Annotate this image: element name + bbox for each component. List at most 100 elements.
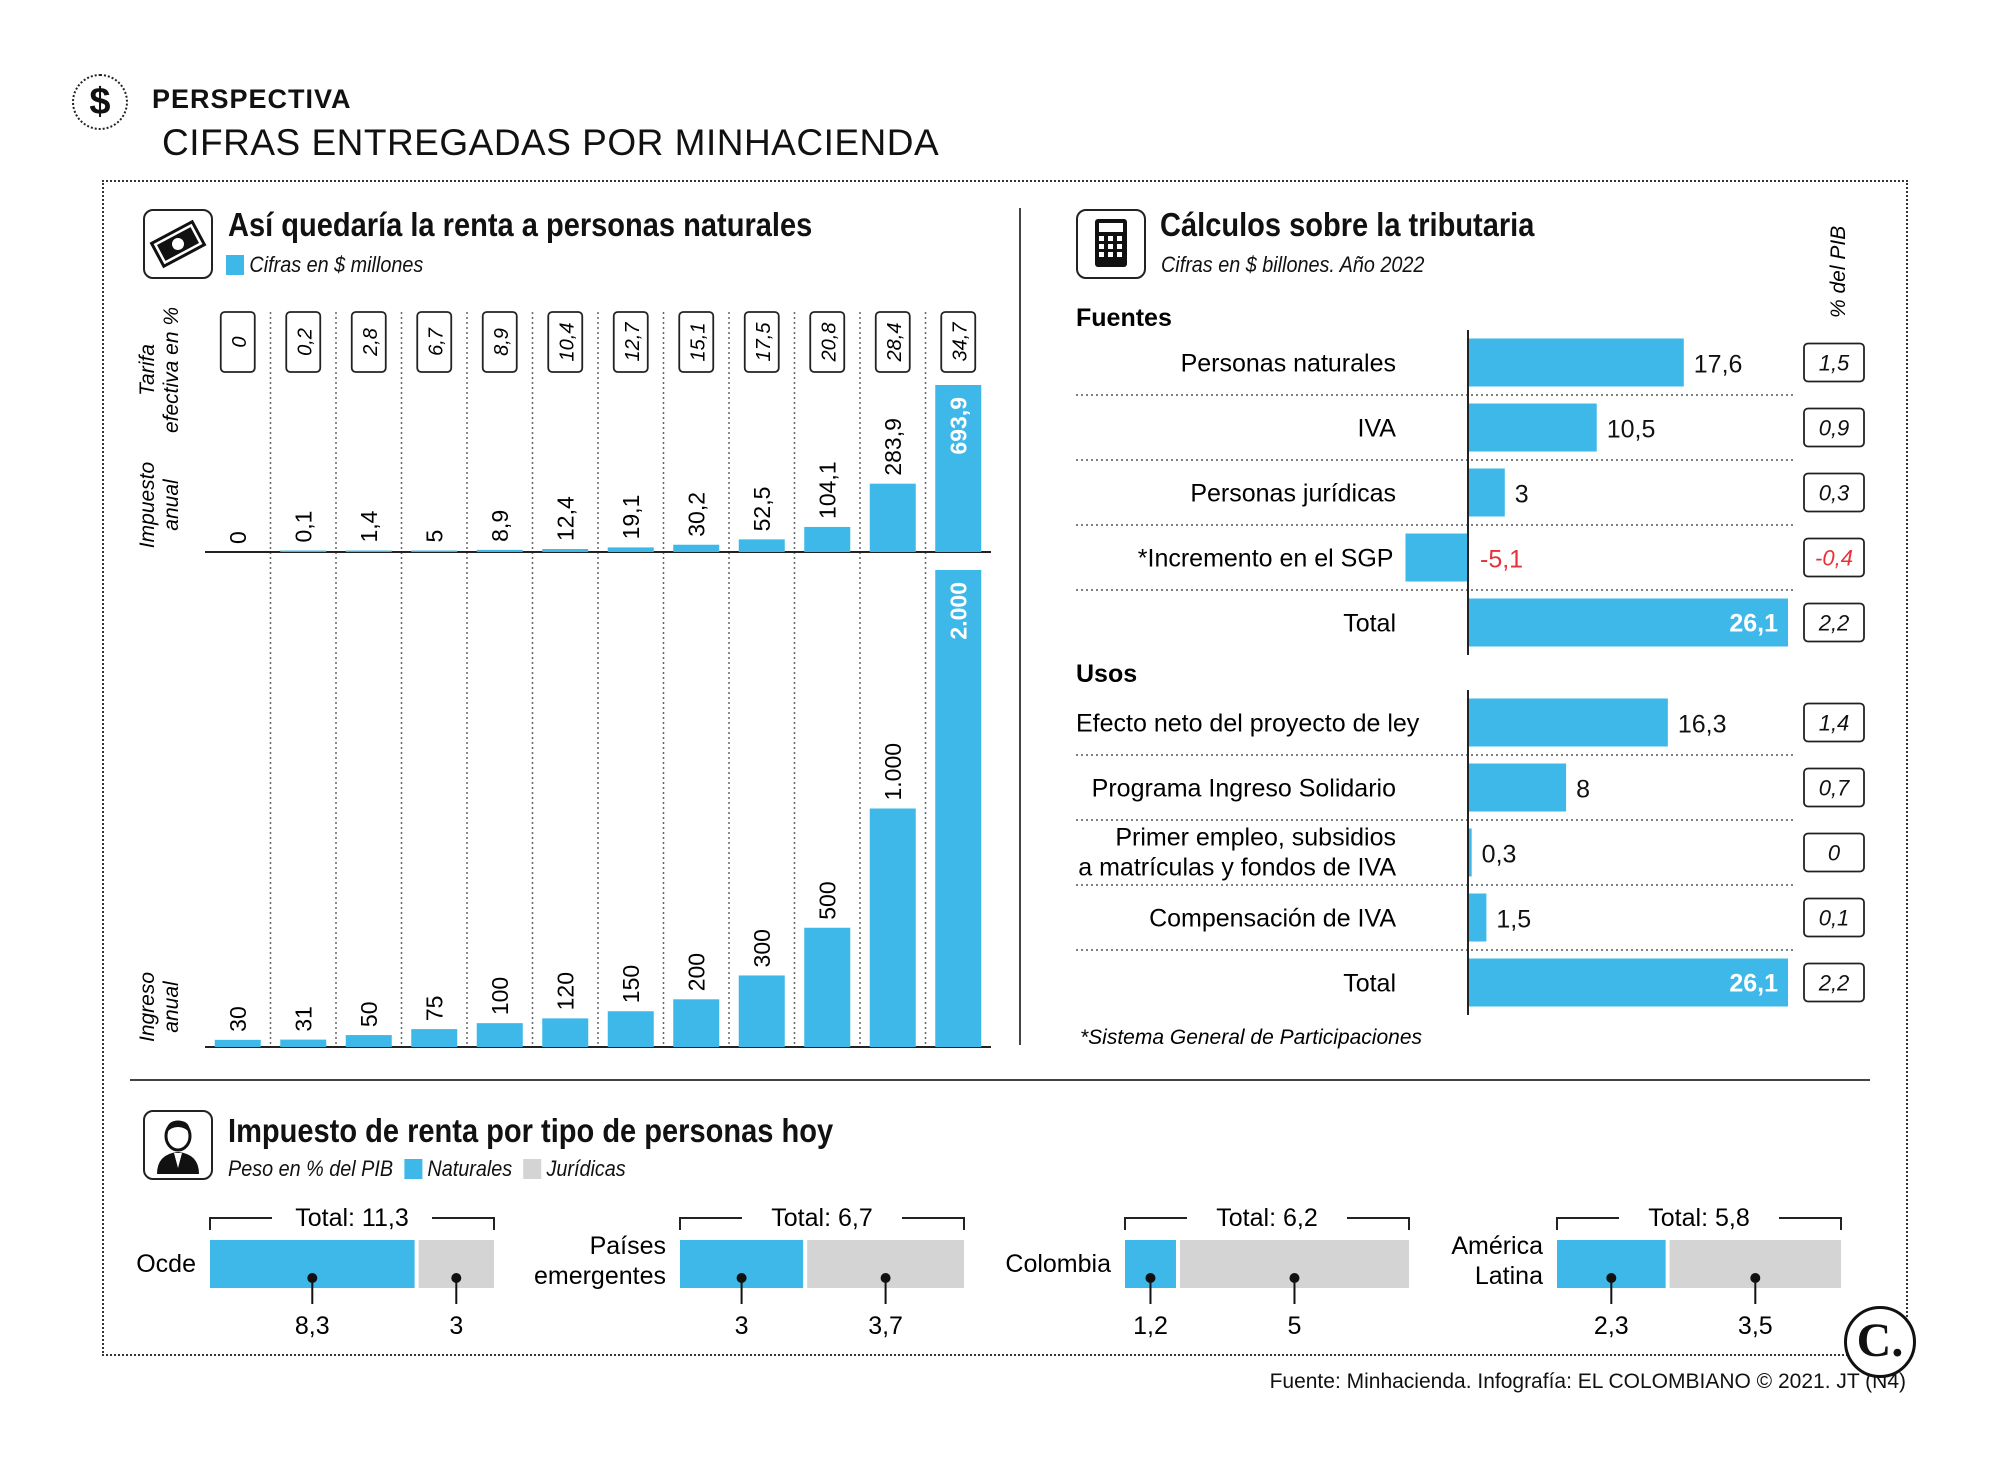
tarifa-label: 2,8 bbox=[360, 328, 382, 357]
tarifa-box bbox=[678, 311, 715, 373]
tarifa-label: 15,1 bbox=[687, 323, 709, 362]
pib-value: 1,5 bbox=[1819, 351, 1850, 376]
bottom-subtitle-text: Peso en % del PIB bbox=[228, 1156, 394, 1181]
pib-box bbox=[1803, 962, 1865, 1003]
tributaria-value: 10,5 bbox=[1607, 416, 1656, 444]
juridicas-value: 3,5 bbox=[1738, 1312, 1773, 1340]
ingreso-bar bbox=[607, 1011, 654, 1047]
ingreso-label: 2.000 bbox=[945, 582, 971, 640]
ingreso-bar bbox=[542, 1018, 589, 1047]
ingreso-bar bbox=[411, 1029, 458, 1047]
impuesto-bar bbox=[804, 526, 851, 552]
tarifa-box bbox=[809, 311, 846, 373]
tributaria-bar bbox=[1468, 598, 1788, 647]
pib-box bbox=[1803, 537, 1865, 578]
calculator-icon bbox=[1076, 209, 1146, 279]
tarifa-label: 8,9 bbox=[491, 328, 513, 356]
bottom-panel-title: Impuesto de renta por tipo de personas h… bbox=[228, 1112, 834, 1149]
impuesto-bar bbox=[869, 483, 916, 552]
impuesto-bar bbox=[476, 549, 523, 552]
total-label: Total: 11,3 bbox=[295, 1204, 409, 1232]
naturales-value: 2,3 bbox=[1594, 1312, 1629, 1340]
ingreso-bar bbox=[869, 808, 916, 1047]
impuesto-label: 52,5 bbox=[749, 487, 775, 532]
ingreso-bar bbox=[214, 1039, 261, 1047]
footnote: *Sistema General de Participaciones bbox=[1080, 1026, 1423, 1049]
pib-value: 0,3 bbox=[1819, 481, 1850, 506]
impuesto-bar bbox=[345, 550, 392, 552]
tributaria-value: 3 bbox=[1515, 481, 1529, 509]
pib-box bbox=[1803, 342, 1865, 383]
impuesto-bar bbox=[411, 550, 458, 552]
el-colombiano-logo: C. bbox=[1844, 1306, 1916, 1378]
ingreso-label: 500 bbox=[814, 881, 840, 919]
tributaria-category: Primer empleo, subsidios bbox=[1115, 824, 1396, 852]
header-kicker: PERSPECTIVA bbox=[152, 84, 352, 114]
pib-box bbox=[1803, 897, 1865, 938]
headline: CIFRAS ENTREGADAS POR MINHACIENDA bbox=[162, 122, 940, 163]
pib-value: 2,2 bbox=[1818, 611, 1850, 636]
tributaria-category: *Incremento en el SGP bbox=[1138, 545, 1394, 573]
group-name: Ocde bbox=[136, 1250, 196, 1278]
juridicas-value: 3 bbox=[449, 1312, 463, 1340]
tarifa-box bbox=[874, 311, 911, 373]
tarifa-label: 6,7 bbox=[425, 327, 447, 356]
tributaria-value: 8 bbox=[1576, 776, 1590, 804]
ingreso-label: 100 bbox=[487, 977, 513, 1015]
legend-swatch-naturales bbox=[404, 1159, 423, 1179]
group-name: emergentes bbox=[534, 1262, 666, 1290]
total-label-bg bbox=[1187, 1204, 1347, 1232]
total-label: Total: 6,2 bbox=[1216, 1204, 1317, 1232]
total-label-bg bbox=[742, 1204, 902, 1232]
bottom-chart: Total: 11,3 8,3 3 Ocde Total: 6,7 3 3,7 Paísese… bbox=[136, 1204, 1842, 1340]
impuesto-label: 693,9 bbox=[945, 397, 971, 455]
tributaria-value: 17,6 bbox=[1694, 351, 1743, 379]
content-frame bbox=[102, 180, 1908, 1356]
pib-header: % del PIB bbox=[1827, 226, 1850, 318]
pib-value: 0 bbox=[1828, 841, 1841, 866]
ingreso-label: 200 bbox=[683, 953, 709, 991]
impuesto-label: 0,1 bbox=[290, 511, 316, 543]
tributaria-category: Personas jurídicas bbox=[1190, 480, 1396, 508]
ingreso-bar bbox=[345, 1035, 392, 1047]
impuesto-bar bbox=[935, 385, 982, 552]
tarifa-box bbox=[285, 311, 322, 373]
impuesto-bar bbox=[607, 547, 654, 552]
left-panel-subtitle: Cifras en $ millones bbox=[226, 252, 423, 278]
source-line: Fuente: Minhacienda. Infografía: EL COLO… bbox=[1269, 1370, 1906, 1393]
row-label-ingreso: Ingresoanual bbox=[136, 972, 183, 1042]
tributaria-value: 1,5 bbox=[1496, 906, 1531, 934]
ingreso-bar bbox=[476, 1023, 523, 1047]
legend-naturales: Naturales bbox=[427, 1156, 513, 1181]
tarifa-label: 17,5 bbox=[753, 322, 775, 362]
tributaria-value: 26,1 bbox=[1729, 610, 1778, 638]
tributaria-category: a matrículas y fondos de IVA bbox=[1078, 854, 1396, 882]
pib-value: 0,7 bbox=[1819, 776, 1850, 801]
left-panel-title: Así quedaría la renta a personas natural… bbox=[228, 206, 813, 243]
group-name: América bbox=[1451, 1232, 1543, 1260]
tarifa-box bbox=[481, 311, 518, 373]
tributaria-bar bbox=[1468, 468, 1505, 517]
tarifa-box bbox=[743, 311, 780, 373]
tributaria-category: Personas naturales bbox=[1181, 350, 1396, 378]
group-name: Latina bbox=[1475, 1262, 1543, 1290]
tributaria-value: 16,3 bbox=[1678, 711, 1727, 739]
row-label-tarifa: Tarifaefectiva en % bbox=[136, 307, 183, 433]
tarifa-label: 10,4 bbox=[556, 323, 578, 362]
ingreso-bar bbox=[935, 570, 982, 1047]
ingreso-bar bbox=[673, 999, 720, 1047]
dollar-icon: $ bbox=[72, 74, 128, 130]
ingreso-label: 150 bbox=[618, 965, 644, 1003]
ingreso-bar bbox=[280, 1039, 327, 1047]
tributaria-bar bbox=[1468, 338, 1684, 387]
impuesto-label: 283,9 bbox=[880, 418, 906, 476]
pib-box bbox=[1803, 767, 1865, 808]
tarifa-box bbox=[416, 311, 453, 373]
impuesto-bar bbox=[542, 549, 589, 552]
total-label: Total: 5,8 bbox=[1648, 1204, 1749, 1232]
tributaria-bar bbox=[1468, 893, 1487, 942]
pib-box bbox=[1803, 407, 1865, 448]
impuesto-label: 19,1 bbox=[618, 495, 644, 540]
ingreso-label: 300 bbox=[749, 929, 775, 967]
